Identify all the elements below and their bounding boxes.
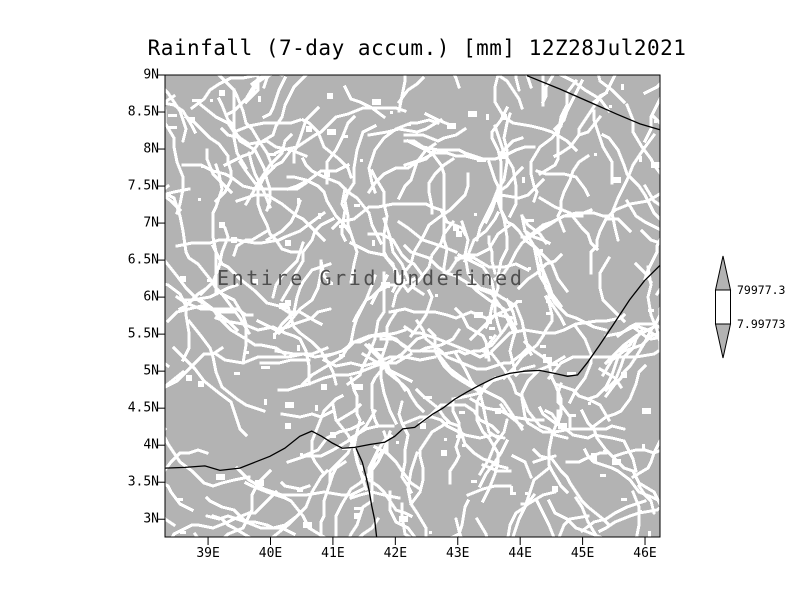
undefined-grid-message: Entire Grid Undefined — [217, 266, 525, 290]
x-axis-label: 45E — [570, 546, 595, 561]
y-axis-label: 4N — [143, 437, 159, 453]
x-axis-label: 41E — [321, 546, 345, 561]
noise-dots — [168, 84, 660, 537]
colorbar-band — [715, 289, 731, 325]
y-axis-label: 5.5N — [127, 326, 159, 342]
plot-border — [164, 74, 661, 538]
y-axis-label: 3.5N — [127, 474, 159, 490]
x-axis-label: 39E — [196, 546, 220, 561]
x-axis-label: 40E — [258, 546, 283, 561]
noise-contours — [165, 75, 660, 537]
x-axis-label: 46E — [633, 546, 657, 561]
y-axis-label: 8.5N — [127, 104, 159, 120]
y-axis-label: 9N — [143, 67, 159, 83]
y-axis-label: 3N — [143, 511, 159, 527]
colorbar-bottom-arrow — [714, 323, 732, 359]
x-axis-label: 42E — [383, 546, 408, 561]
colorbar-lower-label: 7.99773 — [737, 317, 786, 331]
y-axis-label: 7N — [143, 215, 159, 231]
colorbar-upper-label: 79977.3 — [737, 283, 786, 297]
y-axis-label: 4.5N — [127, 400, 159, 416]
chart-title: Rainfall (7-day accum.) [mm] 12Z28Jul202… — [147, 36, 687, 60]
y-axis-label: 5N — [143, 363, 159, 379]
x-axis-label: 44E — [508, 546, 532, 561]
y-axis-label: 6N — [143, 289, 159, 305]
colorbar — [714, 255, 732, 359]
coastlines — [165, 75, 660, 537]
y-axis-label: 8N — [143, 141, 159, 157]
x-axis-label: 43E — [446, 546, 470, 561]
colorbar-top-arrow — [714, 255, 732, 291]
y-axis-label: 7.5N — [127, 178, 159, 194]
y-axis-label: 6.5N — [127, 252, 159, 268]
